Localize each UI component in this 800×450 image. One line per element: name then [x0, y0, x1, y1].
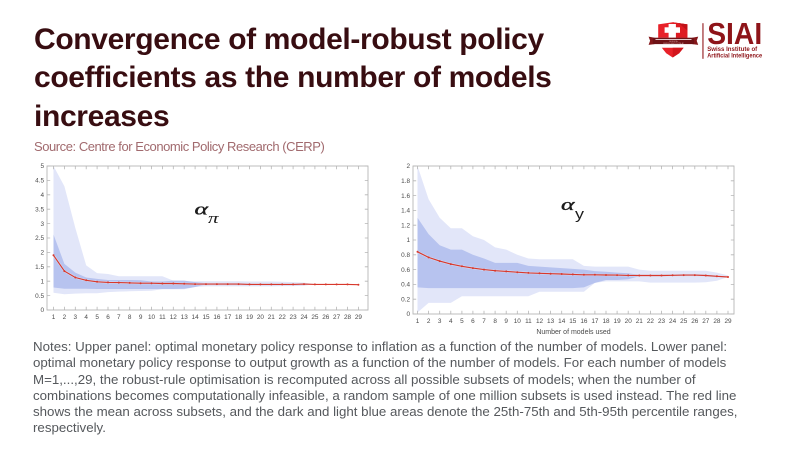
svg-text:1: 1 — [416, 318, 420, 325]
svg-text:5: 5 — [95, 314, 99, 321]
svg-text:9: 9 — [139, 314, 143, 321]
svg-text:22: 22 — [647, 318, 655, 325]
svg-text:Number of models used: Number of models used — [536, 329, 610, 336]
svg-text:11: 11 — [525, 318, 532, 325]
svg-text:MODICA: MODICA — [669, 40, 678, 43]
svg-text:7: 7 — [117, 314, 121, 321]
svg-text:7: 7 — [482, 318, 486, 325]
svg-text:0.5: 0.5 — [35, 293, 44, 300]
svg-text:8: 8 — [493, 318, 497, 325]
svg-text:27: 27 — [333, 314, 341, 321]
svg-text:25: 25 — [680, 318, 688, 325]
svg-text:y: y — [575, 206, 585, 223]
svg-text:18: 18 — [235, 314, 243, 321]
svg-text:5: 5 — [40, 163, 44, 170]
svg-text:11: 11 — [159, 314, 166, 321]
svg-text:25: 25 — [311, 314, 319, 321]
svg-text:24: 24 — [300, 314, 308, 321]
svg-text:4: 4 — [449, 318, 453, 325]
svg-text:10: 10 — [514, 318, 522, 325]
svg-text:18: 18 — [602, 318, 610, 325]
svg-text:α: α — [195, 200, 209, 219]
svg-text:19: 19 — [246, 314, 254, 321]
svg-text:15: 15 — [569, 318, 577, 325]
svg-text:6: 6 — [106, 314, 110, 321]
svg-text:4: 4 — [84, 314, 88, 321]
svg-text:1.5: 1.5 — [35, 264, 44, 271]
svg-text:16: 16 — [213, 314, 221, 321]
svg-text:17: 17 — [224, 314, 232, 321]
svg-text:2: 2 — [63, 314, 67, 321]
svg-text:21: 21 — [268, 314, 276, 321]
svg-text:3: 3 — [74, 314, 78, 321]
svg-text:15: 15 — [202, 314, 210, 321]
svg-text:26: 26 — [322, 314, 330, 321]
svg-text:21: 21 — [636, 318, 644, 325]
svg-text:0: 0 — [406, 311, 410, 318]
svg-text:0.6: 0.6 — [401, 267, 410, 274]
svg-text:1: 1 — [40, 278, 44, 285]
svg-text:1.4: 1.4 — [401, 208, 410, 215]
svg-text:13: 13 — [547, 318, 555, 325]
svg-text:1.2: 1.2 — [401, 222, 410, 229]
svg-text:1: 1 — [406, 237, 410, 244]
svg-text:14: 14 — [192, 314, 200, 321]
svg-text:16: 16 — [580, 318, 588, 325]
svg-text:2: 2 — [406, 163, 410, 170]
svg-text:0.8: 0.8 — [401, 252, 410, 259]
svg-text:10: 10 — [148, 314, 156, 321]
svg-text:4.5: 4.5 — [35, 178, 44, 185]
svg-text:1.8: 1.8 — [401, 178, 410, 185]
svg-text:4: 4 — [40, 192, 44, 199]
svg-text:22: 22 — [279, 314, 287, 321]
svg-text:29: 29 — [355, 314, 363, 321]
svg-text:Artificial Intelligence: Artificial Intelligence — [707, 53, 762, 60]
svg-text:1.6: 1.6 — [401, 193, 410, 200]
svg-text:π: π — [208, 211, 220, 227]
svg-text:9: 9 — [504, 318, 508, 325]
svg-text:29: 29 — [724, 318, 732, 325]
svg-text:Swiss Institute of: Swiss Institute of — [707, 46, 758, 53]
svg-text:2: 2 — [427, 318, 431, 325]
svg-text:3.5: 3.5 — [35, 206, 44, 213]
svg-text:20: 20 — [257, 314, 265, 321]
svg-text:13: 13 — [181, 314, 189, 321]
svg-text:3: 3 — [438, 318, 442, 325]
svg-text:3: 3 — [40, 221, 44, 228]
svg-text:20: 20 — [625, 318, 633, 325]
svg-text:SIAI: SIAI — [707, 18, 762, 51]
svg-text:0: 0 — [40, 307, 44, 314]
svg-text:6: 6 — [471, 318, 475, 325]
svg-text:14: 14 — [558, 318, 566, 325]
svg-text:23: 23 — [290, 314, 298, 321]
svg-text:19: 19 — [614, 318, 622, 325]
svg-text:0.2: 0.2 — [401, 296, 410, 303]
svg-text:SWISS INSTITUTE AI: SWISS INSTITUTE AI — [663, 42, 684, 45]
svg-text:28: 28 — [713, 318, 721, 325]
svg-text:12: 12 — [170, 314, 178, 321]
svg-text:2.5: 2.5 — [35, 235, 44, 242]
svg-text:26: 26 — [691, 318, 699, 325]
svg-text:2: 2 — [40, 250, 44, 257]
svg-text:1: 1 — [52, 314, 56, 321]
svg-text:5: 5 — [460, 318, 464, 325]
svg-text:17: 17 — [591, 318, 599, 325]
svg-text:24: 24 — [669, 318, 677, 325]
svg-text:α: α — [561, 195, 575, 214]
svg-text:28: 28 — [344, 314, 352, 321]
svg-text:8: 8 — [128, 314, 132, 321]
svg-text:0.4: 0.4 — [401, 282, 410, 289]
svg-text:23: 23 — [658, 318, 666, 325]
svg-text:12: 12 — [536, 318, 544, 325]
svg-text:27: 27 — [702, 318, 710, 325]
